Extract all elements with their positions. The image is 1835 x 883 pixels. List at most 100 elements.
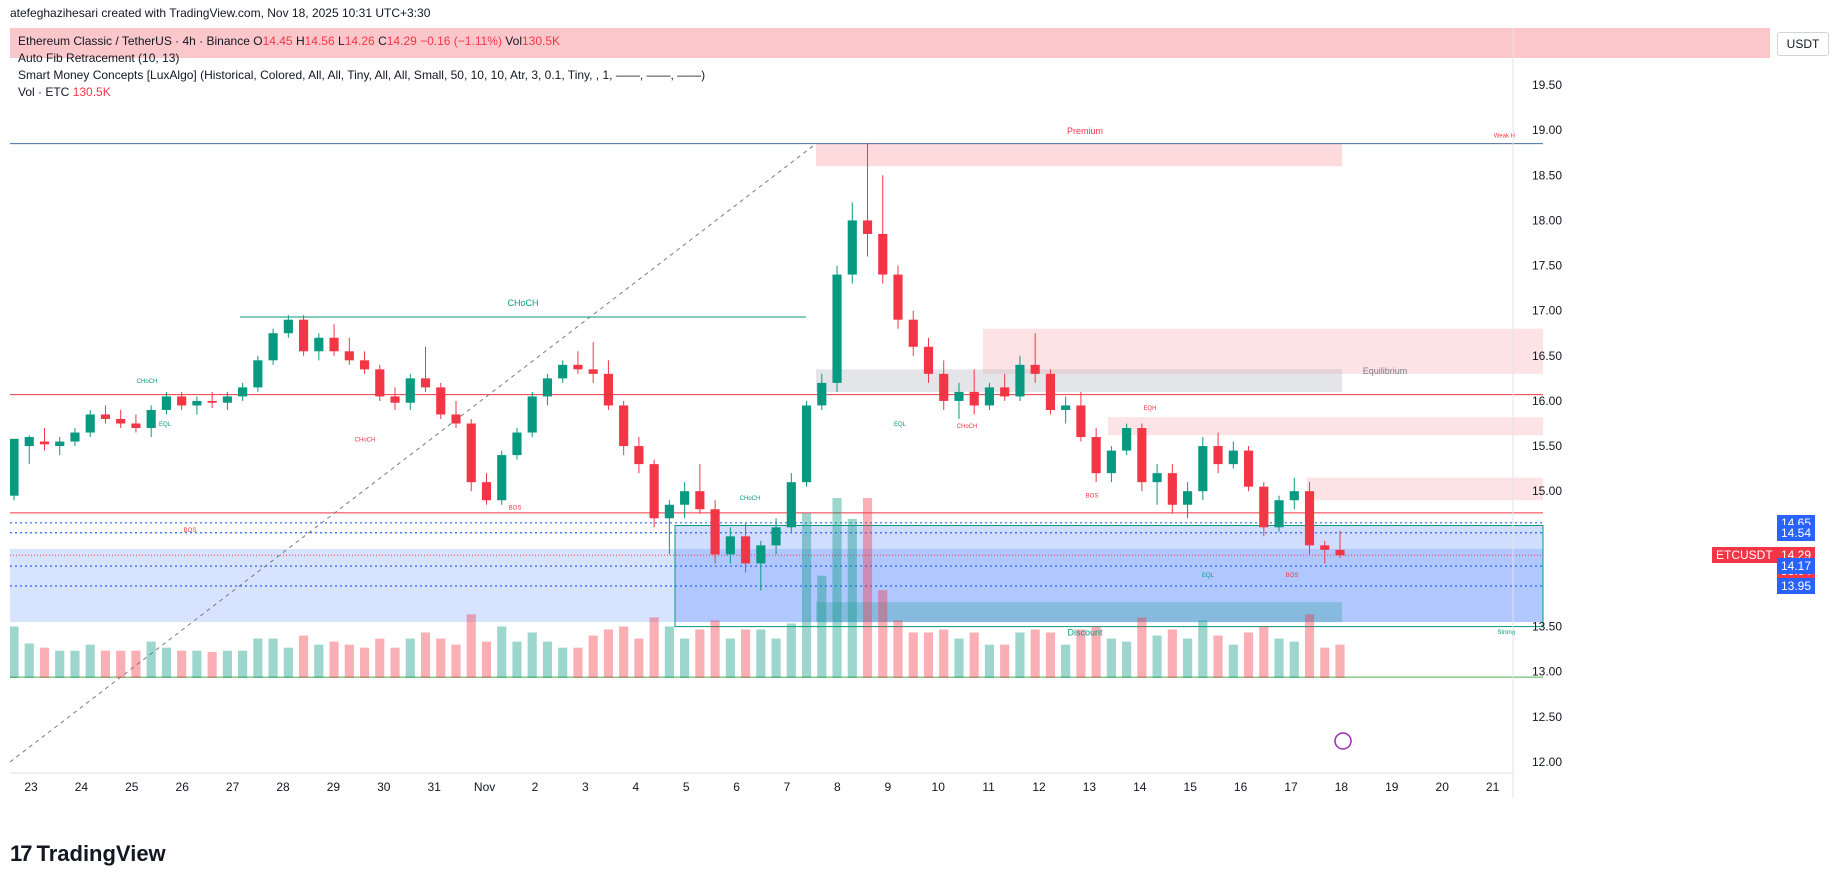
candle-body (847, 220, 857, 275)
candle-body (954, 391, 964, 401)
candle-body (207, 400, 217, 403)
supply-zone-2 (1108, 417, 1543, 436)
volume-bar (1106, 638, 1116, 678)
candle-body (923, 346, 934, 374)
price-tick: 15.50 (1532, 439, 1562, 453)
price-tag: 14.17 (1777, 558, 1816, 575)
candle-body (695, 491, 705, 510)
legend-indicator-smc[interactable]: Smart Money Concepts [LuxAlgo] (Historic… (18, 68, 706, 82)
legend-low-value: 14.26 (344, 34, 375, 48)
candle-body (85, 414, 95, 433)
volume-bar (847, 518, 857, 678)
candle-body (573, 364, 583, 370)
bos-label: BOS (1086, 494, 1099, 500)
candle-body (299, 319, 309, 352)
legend-close-label: C (378, 34, 387, 48)
candle-body (1274, 500, 1284, 528)
candle-body (908, 319, 918, 347)
eql-label: EQL (894, 422, 907, 428)
volume-bar (253, 638, 263, 678)
candle-body (542, 378, 553, 397)
volume-bar (1015, 632, 1025, 678)
volume-bar (1183, 638, 1193, 678)
volume-bar (756, 629, 766, 678)
candle-body (253, 360, 263, 388)
legend-volume-label: Vol · ETC (18, 85, 70, 99)
time-tick: 31 (428, 780, 442, 794)
candle-body (969, 391, 979, 406)
time-tick: 12 (1032, 780, 1046, 794)
candle-body (451, 414, 461, 424)
volume-bar (1091, 626, 1101, 678)
time-tick: 10 (932, 780, 946, 794)
choch-label: CHoCH (137, 379, 158, 385)
volume-bar (862, 498, 873, 678)
volume-bar (649, 617, 659, 678)
chart-area[interactable]: Premium Equilibrium Discount Weak H Strong CH… (10, 28, 1770, 824)
tradingview-logo-icon: 17 (10, 841, 33, 866)
volume-bar (70, 650, 80, 678)
volume-bar (527, 632, 537, 678)
volume-bar (1335, 644, 1345, 678)
legend-change: −0.16 (−1.11%) (420, 34, 502, 48)
premium-zone (816, 143, 1342, 167)
volume-bar (359, 647, 370, 678)
volume-bar (1061, 644, 1071, 678)
candle-body (1045, 373, 1055, 410)
volume-bar (954, 638, 964, 678)
candle-body (10, 438, 19, 496)
choch-label: CHoCH (355, 438, 376, 444)
candle-body (177, 396, 187, 406)
candle-body (771, 527, 781, 546)
volume-bar (619, 626, 629, 678)
currency-button[interactable]: USDT (1777, 32, 1829, 56)
time-tick: 20 (1436, 780, 1450, 794)
candle-body (1167, 473, 1177, 505)
volume-bar (466, 614, 476, 678)
price-tick: 17.00 (1532, 304, 1562, 318)
price-tag: 14.54 (1777, 524, 1816, 541)
legend-volume-row[interactable]: Vol · ETC 130.5K (18, 84, 705, 101)
legend-indicator-fib[interactable]: Auto Fib Retracement (10, 13) (18, 51, 180, 65)
volume-bar (131, 650, 141, 678)
volume-bar (771, 638, 781, 678)
volume-bar (192, 650, 202, 678)
candle-body (741, 536, 751, 564)
fib-trend-line (10, 143, 817, 763)
discount-zone (816, 602, 1342, 623)
choch-label: CHoCH (740, 496, 761, 502)
time-tick: 7 (784, 780, 791, 794)
candle-body (725, 536, 735, 555)
price-tick: 13.00 (1532, 665, 1562, 679)
premium-label: Premium (1067, 126, 1103, 136)
legend-vol-label: Vol (505, 34, 522, 48)
volume-bar (893, 620, 903, 678)
time-tick: 8 (834, 780, 841, 794)
discount-zone-border (674, 525, 1544, 628)
legend-ohlc-row[interactable]: Ethereum Classic / TetherUS · 4h · Binan… (18, 33, 705, 50)
legend-symbol: Ethereum Classic / TetherUS · 4h · Binan… (18, 34, 250, 48)
volume-bar (1137, 617, 1147, 678)
volume-bar (451, 644, 461, 678)
time-tick: 23 (24, 780, 38, 794)
candle-body (1122, 428, 1132, 451)
candle-body (390, 396, 400, 403)
candle-body (436, 387, 446, 415)
candle-body (1091, 437, 1101, 474)
candle-body (984, 387, 995, 406)
volume-bar (375, 638, 385, 678)
candle-body (24, 437, 34, 447)
candle-body (1289, 491, 1299, 501)
candle-body (710, 509, 720, 555)
candle-body (1106, 450, 1116, 474)
tradingview-brand[interactable]: 17 TradingView (10, 841, 166, 867)
volume-bar (603, 629, 613, 678)
volume-bar (801, 513, 812, 678)
volume-bar (238, 650, 248, 678)
volume-bar (1076, 629, 1086, 678)
candle-body (862, 220, 873, 234)
volume-bar (161, 647, 171, 678)
candle-body (558, 364, 568, 379)
candle-body (359, 360, 370, 370)
